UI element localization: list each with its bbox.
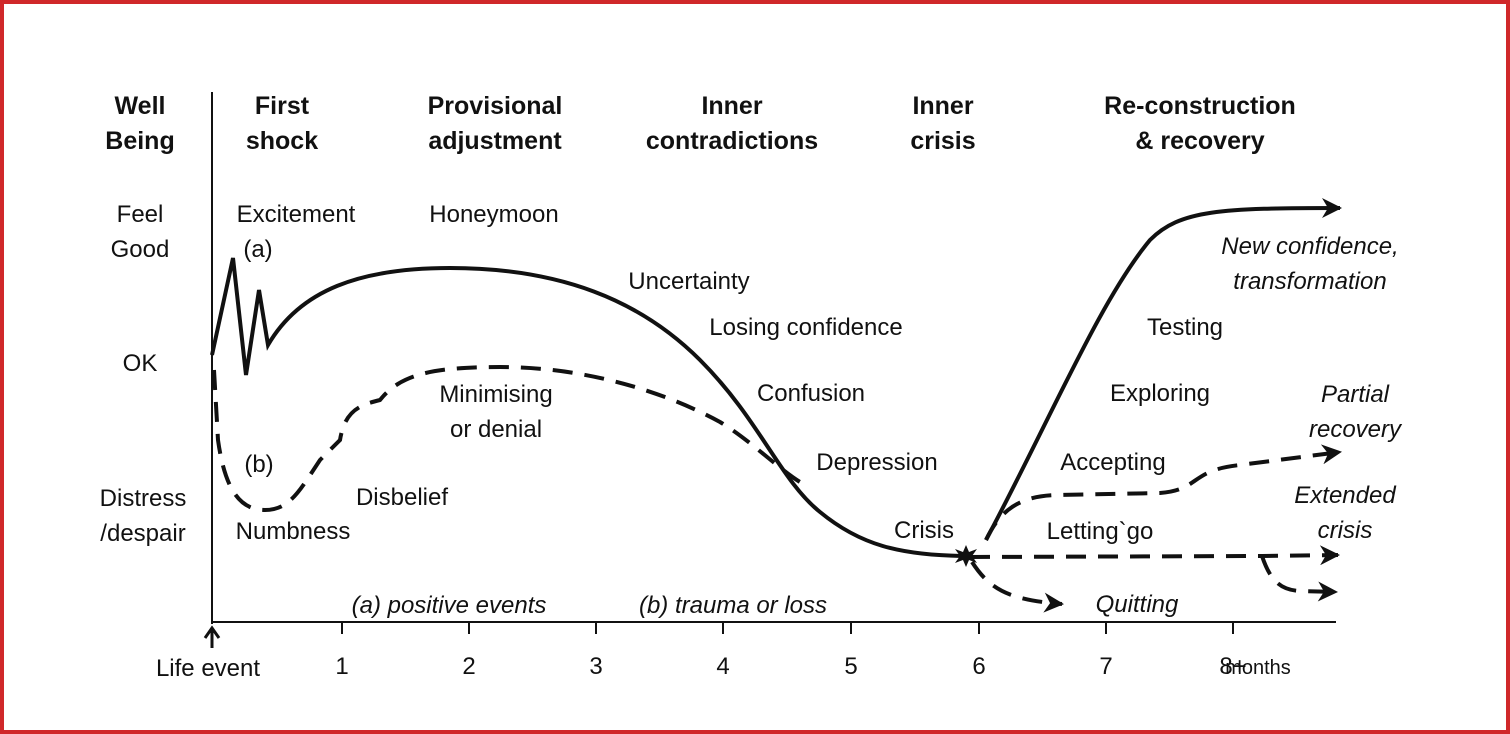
x-tick-label: 6 [972, 653, 985, 680]
curve-label: Crisis [894, 517, 954, 544]
phase-header: contradictions [646, 127, 818, 155]
x-tick-label: 8+ [1219, 653, 1246, 680]
x-tick-label: 4 [716, 653, 729, 680]
phase-header: Inner [912, 92, 973, 120]
curve-label: Excitement [237, 201, 356, 228]
curve-label: Disbelief [356, 484, 448, 511]
legend-note: (a) positive events [352, 592, 547, 619]
curve-label: Depression [816, 449, 937, 476]
level-label: /despair [100, 520, 185, 547]
curve-label: (b) [244, 451, 273, 478]
phase-header: crisis [910, 127, 975, 155]
curve-label: Testing [1147, 314, 1223, 341]
curve-label: New confidence, [1221, 233, 1398, 260]
phase-header: adjustment [428, 127, 562, 155]
curve-label: Confusion [757, 380, 865, 407]
curve-label: recovery [1309, 416, 1403, 443]
curve-label: Exploring [1110, 380, 1210, 407]
phase-header: & recovery [1135, 127, 1264, 155]
labels: Well Being First shock Provisional adjustment… [100, 92, 1403, 682]
phase-header: Provisional [428, 92, 563, 120]
curve-label: Letting`go [1047, 518, 1154, 545]
x-axis-unit: months [1225, 657, 1291, 679]
phase-header: Re-construction [1104, 92, 1296, 120]
axis-title: Being [105, 127, 174, 155]
level-label: Distress [100, 485, 187, 512]
curve-label: Losing confidence [709, 314, 902, 341]
x-tick-label: 7 [1099, 653, 1112, 680]
level-label: OK [123, 350, 158, 377]
x-tick-label: 3 [589, 653, 602, 680]
level-label: Good [111, 236, 170, 263]
curve-label: Accepting [1060, 449, 1165, 476]
curve-label: Extended [1294, 482, 1396, 509]
curve-label: crisis [1318, 517, 1373, 544]
curve-label: Numbness [236, 518, 351, 545]
x-tick-label: 1 [335, 653, 348, 680]
axes [203, 92, 1336, 648]
phase-header: First [255, 92, 310, 120]
legend-note: (b) trauma or loss [639, 592, 827, 619]
curves [210, 198, 1342, 613]
curve-label: or denial [450, 416, 542, 443]
phase-header: shock [246, 127, 318, 155]
crisis-star [955, 545, 977, 567]
x-tick-label: 5 [844, 653, 857, 680]
phase-header: Inner [701, 92, 762, 120]
x-tick-label: 2 [462, 653, 475, 680]
curve-label: Honeymoon [429, 201, 558, 228]
curve-label: Uncertainty [628, 268, 749, 295]
curve-label: Partial [1321, 381, 1390, 408]
curve-label: (a) [243, 236, 272, 263]
curve-label: Quitting [1096, 591, 1179, 618]
curve-label: Minimising [439, 381, 552, 408]
curve-label: transformation [1233, 268, 1386, 295]
x-axis-origin: Life event [156, 655, 260, 682]
axis-title: Well [115, 92, 166, 120]
level-label: Feel [117, 201, 164, 228]
